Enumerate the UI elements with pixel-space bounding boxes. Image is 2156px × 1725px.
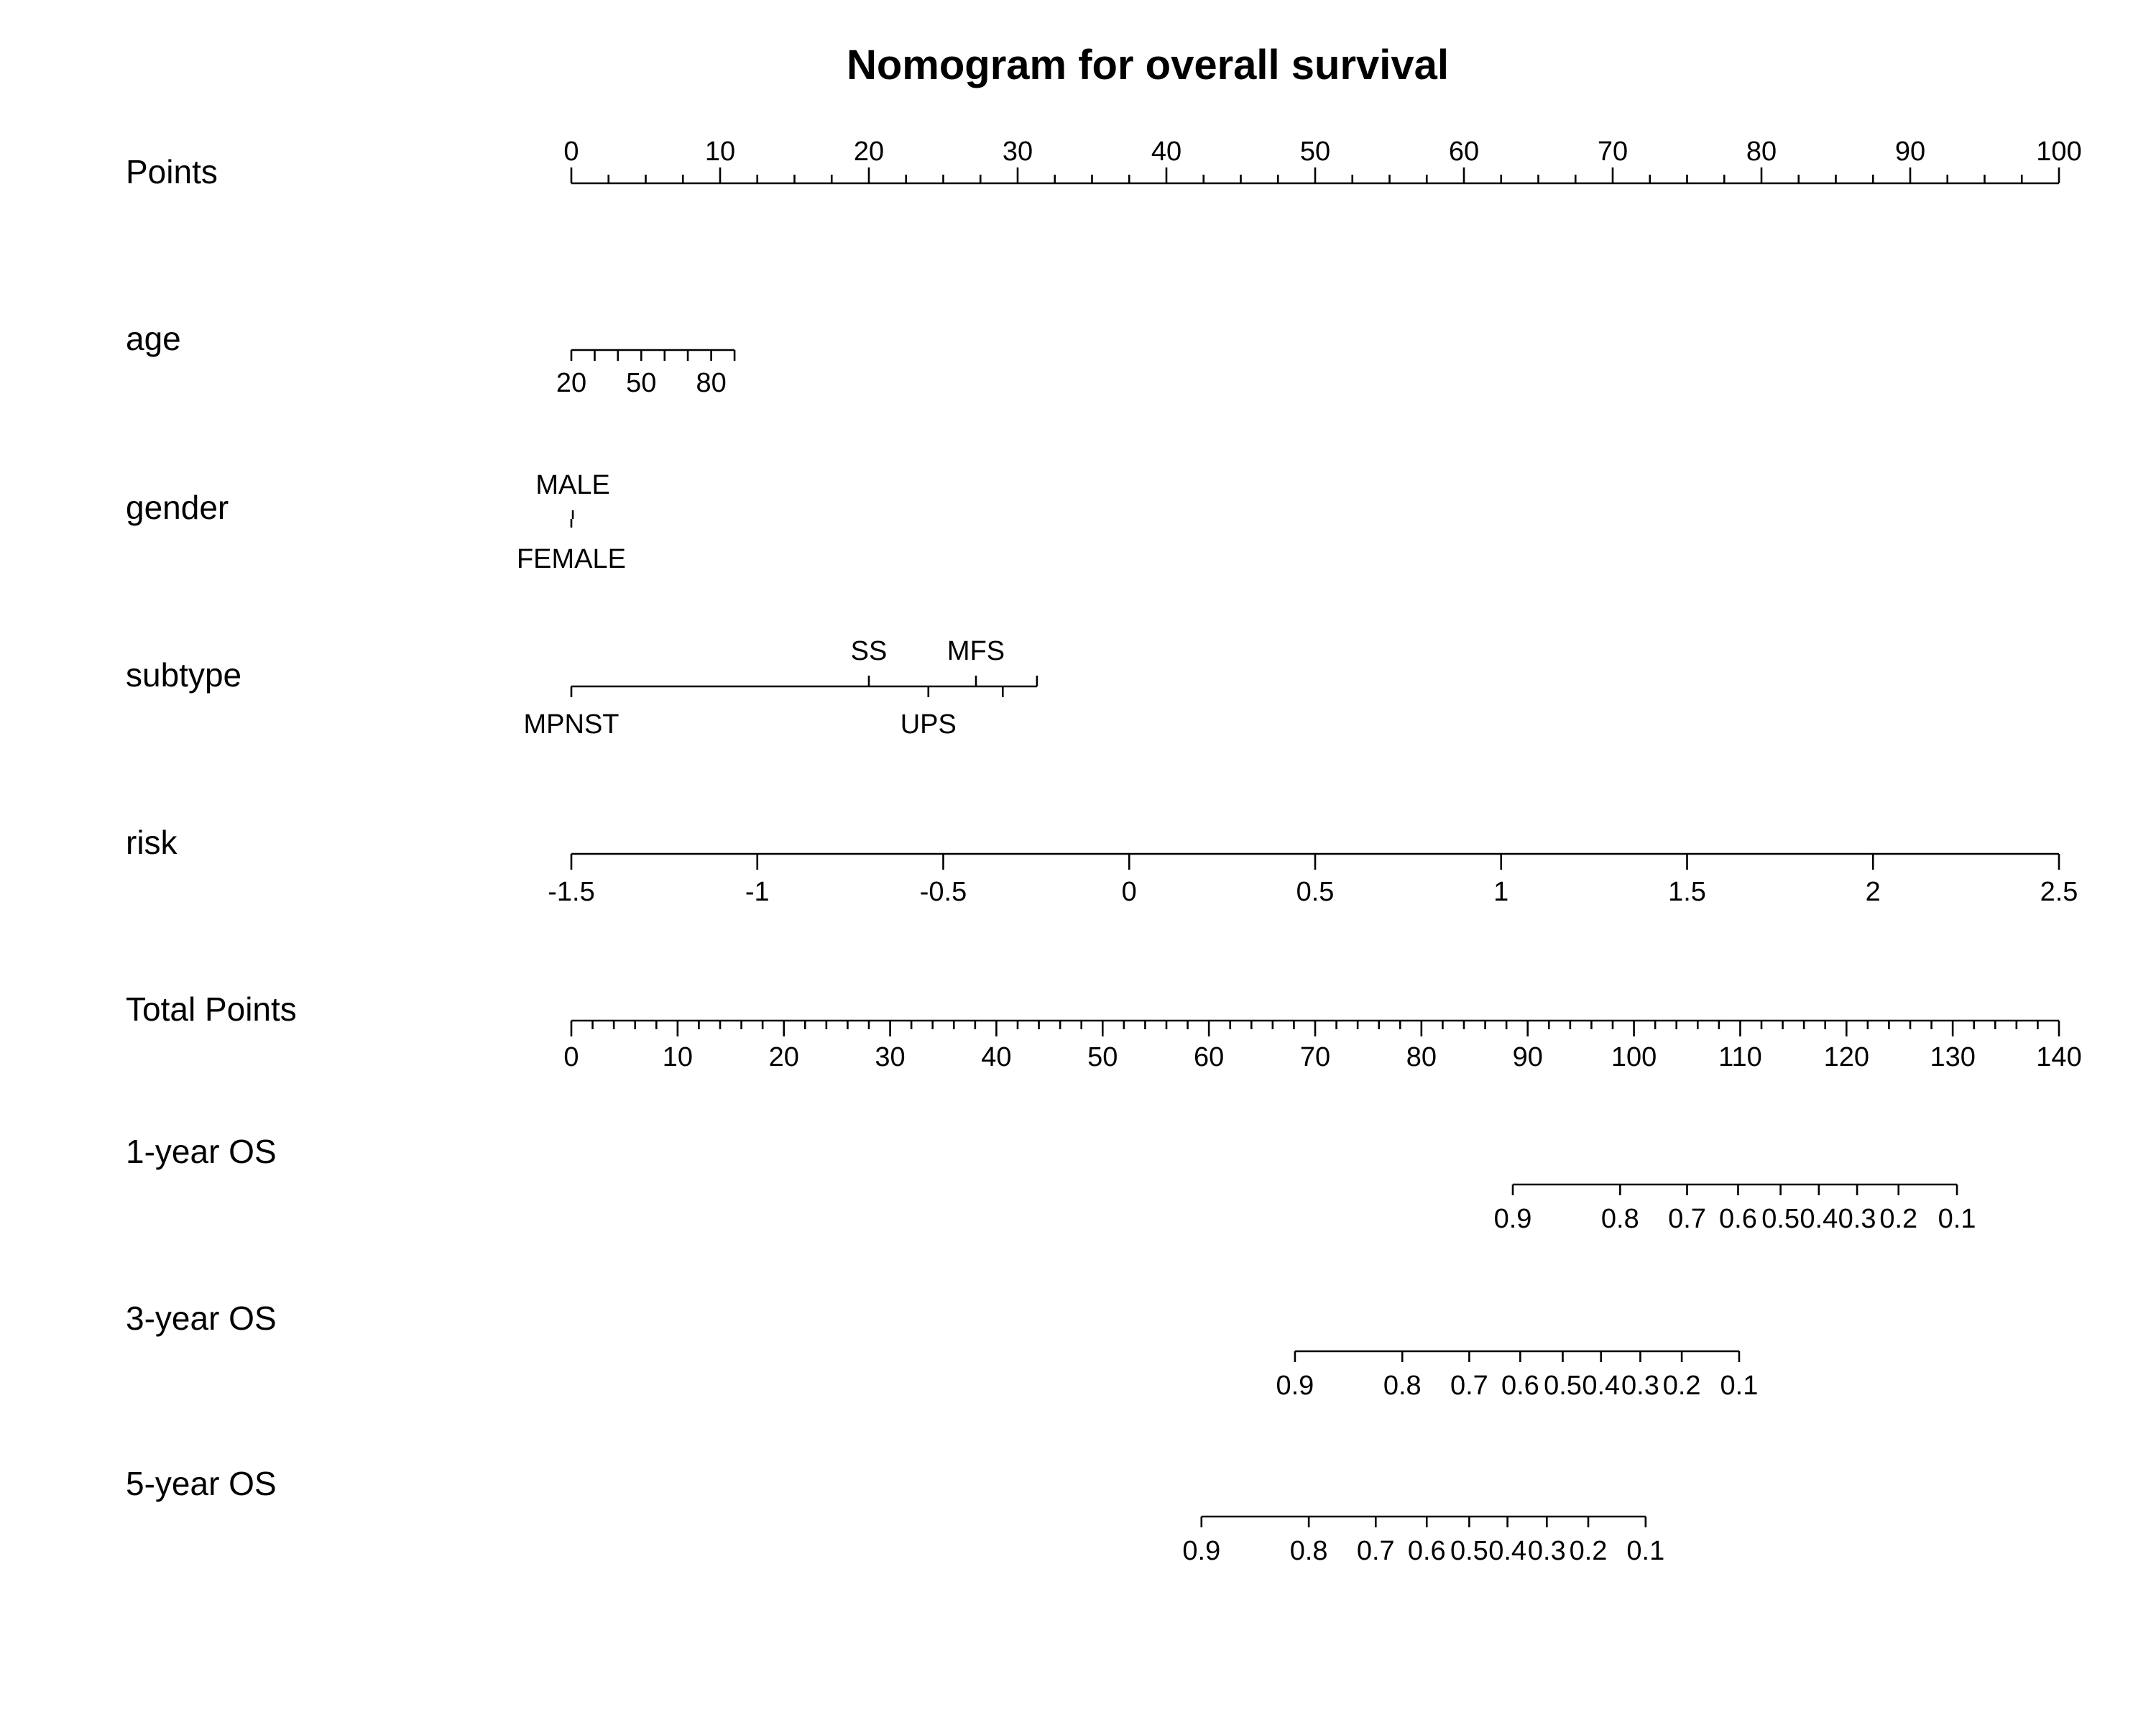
1-year-os-tick-label: 0.2	[1879, 1204, 1917, 1234]
points-tick-label: 100	[2036, 137, 2081, 167]
row-label-7: 3-year OS	[126, 1300, 277, 1337]
risk-tick-label: -0.5	[920, 877, 967, 907]
risk-tick-label: 2	[1866, 877, 1881, 907]
points-tick-label: 50	[1300, 137, 1330, 167]
5-year-os-tick-label: 0.7	[1357, 1536, 1395, 1566]
total-points-tick-label: 0	[563, 1042, 579, 1072]
5-year-os-tick-label: 0.6	[1408, 1536, 1446, 1566]
gender-tick-label: FEMALE	[517, 544, 626, 574]
total-points-tick-label: 120	[1824, 1042, 1869, 1072]
3-year-os-tick-label: 0.1	[1720, 1371, 1759, 1401]
3-year-os-tick-label: 0.4	[1582, 1371, 1620, 1401]
points-tick-label: 30	[1003, 137, 1033, 167]
1-year-os-tick-label: 0.9	[1494, 1204, 1532, 1234]
total-points-tick-label: 90	[1513, 1042, 1543, 1072]
total-points-tick-label: 140	[2036, 1042, 2081, 1072]
subtype-tick-label: SS	[851, 636, 888, 666]
row-label-2: gender	[126, 489, 229, 526]
risk-tick-label: 0.5	[1296, 877, 1335, 907]
3-year-os-tick-label: 0.3	[1621, 1371, 1659, 1401]
1-year-os-tick-label: 0.3	[1838, 1204, 1876, 1234]
total-points-tick-label: 110	[1718, 1042, 1762, 1072]
5-year-os-tick-label: 0.4	[1488, 1536, 1526, 1566]
points-tick-label: 20	[854, 137, 884, 167]
points-tick-label: 70	[1598, 137, 1628, 167]
1-year-os-tick-label: 0.8	[1601, 1204, 1639, 1234]
5-year-os-tick-label: 0.8	[1290, 1536, 1328, 1566]
row-label-1: age	[126, 320, 181, 357]
points-tick-label: 60	[1449, 137, 1479, 167]
row-label-0: Points	[126, 153, 218, 190]
subtype-tick-label: UPS	[900, 709, 957, 740]
risk-tick-label: 1.5	[1668, 877, 1706, 907]
5-year-os-tick-label: 0.1	[1626, 1536, 1664, 1566]
total-points-tick-label: 50	[1087, 1042, 1118, 1072]
5-year-os-tick-label: 0.3	[1528, 1536, 1566, 1566]
row-label-4: risk	[126, 824, 178, 861]
3-year-os-tick-label: 0.2	[1663, 1371, 1701, 1401]
total-points-tick-label: 20	[769, 1042, 799, 1072]
3-year-os-tick-label: 0.9	[1276, 1371, 1314, 1401]
1-year-os-tick-label: 0.4	[1800, 1204, 1838, 1234]
gender-tick-label: MALE	[535, 470, 609, 500]
5-year-os-tick-label: 0.5	[1450, 1536, 1488, 1566]
points-tick-label: 0	[563, 137, 579, 167]
total-points-tick-label: 80	[1406, 1042, 1437, 1072]
points-tick-label: 40	[1151, 137, 1181, 167]
total-points-tick-label: 40	[981, 1042, 1011, 1072]
5-year-os-tick-label: 0.9	[1182, 1536, 1220, 1566]
row-label-8: 5-year OS	[126, 1465, 277, 1502]
total-points-tick-label: 10	[663, 1042, 693, 1072]
3-year-os-tick-label: 0.5	[1544, 1371, 1582, 1401]
risk-tick-label: 1	[1493, 877, 1508, 907]
points-tick-label: 80	[1746, 137, 1777, 167]
total-points-tick-label: 70	[1300, 1042, 1330, 1072]
total-points-tick-label: 60	[1194, 1042, 1224, 1072]
age-tick-label: 20	[556, 368, 586, 398]
row-label-6: 1-year OS	[126, 1133, 277, 1170]
risk-tick-label: -1.5	[548, 877, 594, 907]
row-label-5: Total Points	[126, 990, 297, 1028]
subtype-tick-label: MFS	[947, 636, 1005, 666]
3-year-os-tick-label: 0.6	[1501, 1371, 1539, 1401]
age-tick-label: 80	[696, 368, 726, 398]
subtype-tick-label: MPNST	[524, 709, 619, 740]
risk-tick-label: 0	[1122, 877, 1137, 907]
row-label-3: subtype	[126, 656, 241, 694]
3-year-os-tick-label: 0.8	[1383, 1371, 1422, 1401]
3-year-os-tick-label: 0.7	[1450, 1371, 1488, 1401]
1-year-os-tick-label: 0.5	[1761, 1204, 1800, 1234]
age-tick-label: 50	[626, 368, 656, 398]
risk-tick-label: 2.5	[2040, 877, 2078, 907]
total-points-tick-label: 100	[1611, 1042, 1657, 1072]
1-year-os-tick-label: 0.6	[1719, 1204, 1757, 1234]
risk-tick-label: -1	[745, 877, 770, 907]
chart-title: Nomogram for overall survival	[847, 42, 1449, 88]
points-tick-label: 90	[1895, 137, 1925, 167]
1-year-os-tick-label: 0.7	[1668, 1204, 1706, 1234]
total-points-tick-label: 130	[1930, 1042, 1975, 1072]
total-points-tick-label: 30	[875, 1042, 905, 1072]
5-year-os-tick-label: 0.2	[1570, 1536, 1608, 1566]
1-year-os-tick-label: 0.1	[1938, 1204, 1976, 1234]
points-tick-label: 10	[705, 137, 735, 167]
